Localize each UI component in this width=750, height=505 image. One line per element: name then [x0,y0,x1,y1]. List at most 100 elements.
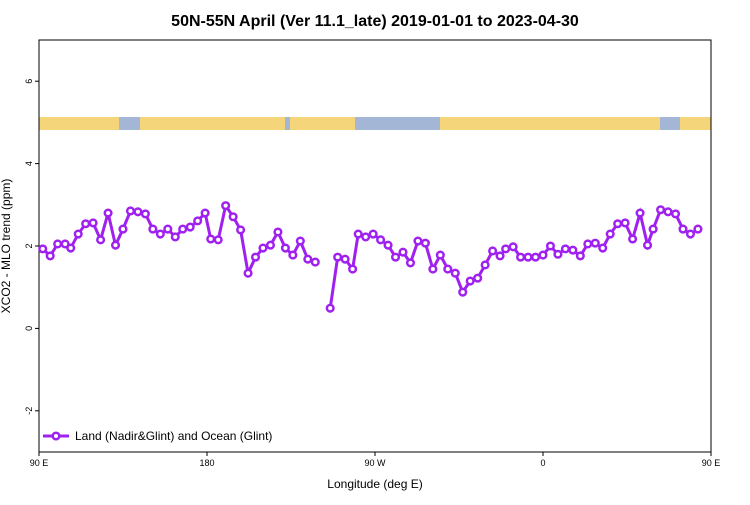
data-point [193,216,203,226]
plot-frame [38,39,712,453]
data-point [81,219,91,229]
data-point [583,239,593,249]
data-point [656,205,666,215]
data-point [443,264,453,274]
data-point [458,287,468,297]
data-point [258,243,268,253]
data-point [280,243,290,253]
x-tick-label: 0 [540,458,545,468]
data-point [508,242,518,252]
data-point [53,239,63,249]
data-point [66,243,76,253]
data-point [163,224,173,234]
data-point [38,244,48,254]
data-point [553,249,563,259]
data-point [88,218,98,228]
data-point [620,218,630,228]
data-point [333,252,343,262]
data-point [405,258,416,268]
data-point [678,224,688,234]
data-point [96,235,106,245]
data-point [133,207,143,217]
data-point [523,252,533,262]
data-point [428,264,438,274]
data-point [685,229,696,239]
data-point [383,240,393,250]
data-point [530,252,541,262]
data-point [340,254,350,264]
x-tick-label: 90 E [702,458,721,468]
data-point [568,245,578,255]
data-point [170,232,180,242]
y-tick-label: -2 [24,407,34,415]
data-point [488,246,498,256]
data-point [693,224,703,234]
data-point [368,229,378,239]
data-point [250,252,261,262]
data-point [110,240,121,250]
data-point [125,206,136,216]
data-point [648,224,658,234]
y-tick-label: 4 [24,161,34,166]
data-point [60,239,70,249]
y-axis-label: XCO2 - MLO trend (ppm) [0,179,13,314]
data-point [670,209,681,219]
data-point [642,240,653,250]
data-point [390,252,401,262]
data-point [575,251,585,261]
land-ocean-mask [39,117,711,130]
x-axis-label: Longitude (deg E) [327,477,422,491]
data-point [501,244,511,254]
data-point [398,247,408,257]
data-point [303,254,313,264]
data-point [140,209,150,219]
data-point [413,236,423,246]
legend-marker [51,431,61,441]
data-point [185,222,195,232]
y-tick-label: 0 [24,326,34,331]
data-point [465,276,475,286]
data-point [376,235,386,245]
data-point [288,250,298,260]
data-point [495,251,505,261]
data-point [361,232,371,242]
data-point [420,238,430,248]
data-point [118,224,128,234]
data-point [635,208,645,218]
data-point [325,303,335,313]
data-point [213,235,223,245]
data-point [613,219,623,229]
data-point [178,224,188,234]
data-point [273,227,283,237]
data-point [310,257,320,267]
data-point [103,208,113,218]
chart-title: 50N-55N April (Ver 11.1_late) 2019-01-01… [171,13,579,30]
data-point [598,243,608,253]
y-tick-label: 6 [24,79,34,84]
data-point [228,212,238,222]
y-tick-label: 2 [24,243,34,248]
data-point [545,241,556,251]
legend-label: Land (Nadir&Glint) and Ocean (Glint) [75,429,272,443]
data-point [663,207,673,217]
x-tick-label: 90 E [30,458,49,468]
data-point [73,229,83,239]
data-point [590,238,600,248]
data-point [155,229,165,239]
data-point [628,234,638,244]
data-point [516,252,526,262]
data-point [243,268,253,278]
data-point [480,260,490,270]
series-line [41,201,699,309]
data-point [348,264,358,274]
data-point [295,236,305,246]
data-point [450,268,460,278]
x-tick-label: 90 W [364,458,386,468]
data-point [45,251,55,261]
data-point [473,273,483,283]
data-point [206,234,216,244]
data-point [538,250,548,260]
data-point [560,244,570,254]
data-point [605,229,615,239]
